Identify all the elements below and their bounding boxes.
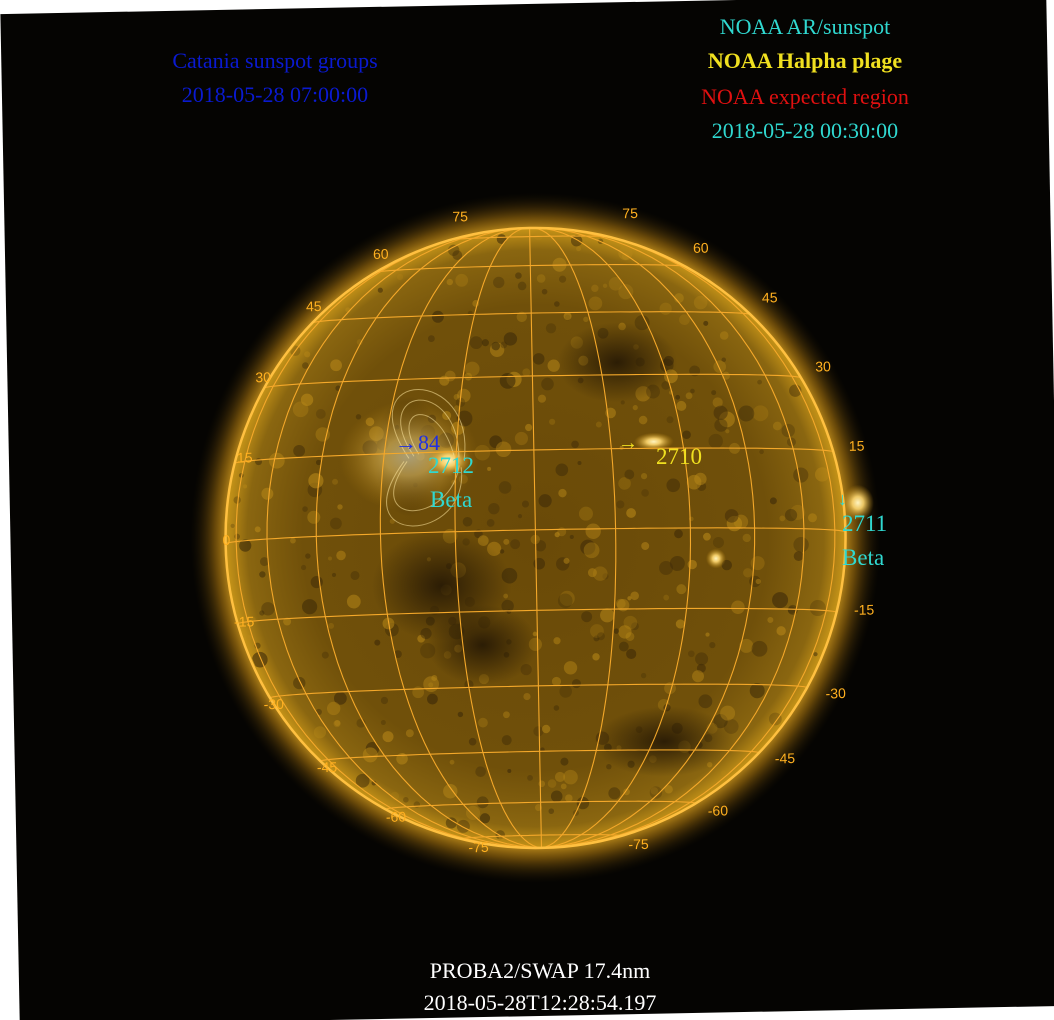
svg-text:60: 60 <box>373 246 389 262</box>
active-region-2711 <box>841 484 874 521</box>
svg-text:30: 30 <box>255 369 271 385</box>
noaa-legend-datetime: 2018-05-28 00:30:00 <box>711 118 899 143</box>
noaa-expected-region-label: NOAA expected region <box>701 84 909 109</box>
region-2712-number: 2712 <box>428 453 474 478</box>
noaa-halpha-plage-label: NOAA Halpha plage <box>707 48 903 73</box>
svg-text:-60: -60 <box>708 802 729 818</box>
catania-group-label: 84 <box>418 430 440 455</box>
active-region-2710 <box>633 432 674 451</box>
observation-timestamp: 2018-05-28T12:28:54.197 <box>423 990 657 1015</box>
region-2710-number: 2710 <box>656 444 702 469</box>
noaa-ar-sunspot-label: NOAA AR/sunspot <box>719 14 891 39</box>
svg-text:-15: -15 <box>234 613 255 629</box>
active-region-loops <box>338 401 479 512</box>
svg-text:75: 75 <box>452 208 468 224</box>
svg-text:-30: -30 <box>264 696 285 712</box>
svg-text:-45: -45 <box>775 750 796 766</box>
plage-2710-arrow: → <box>618 432 638 454</box>
svg-text:-60: -60 <box>386 808 407 824</box>
region-2711-class: Beta <box>842 545 885 570</box>
solar-limb <box>224 226 847 850</box>
svg-text:-15: -15 <box>854 601 875 617</box>
svg-text:-75: -75 <box>468 839 489 855</box>
catania-legend-title: Catania sunspot groups <box>172 48 378 73</box>
svg-text:0: 0 <box>222 532 230 548</box>
bright-point <box>705 548 726 569</box>
region-2711-arrow: ↓ <box>838 489 847 509</box>
svg-text:-30: -30 <box>825 685 846 701</box>
svg-text:60: 60 <box>693 240 709 256</box>
region-2712-class: Beta <box>430 487 473 512</box>
region-2711-number: 2711 <box>842 511 888 536</box>
catania-group-arrow: → <box>395 430 417 455</box>
svg-text:45: 45 <box>306 298 322 314</box>
svg-text:15: 15 <box>849 438 865 454</box>
instrument-label: PROBA2/SWAP 17.4nm <box>429 958 651 983</box>
grid-labels: 75 60 45 30 15 0 -15 -30 -45 -60 -75 75 60 45 30 15 -15 -… <box>222 205 875 855</box>
svg-text:45: 45 <box>762 289 778 305</box>
svg-text:15: 15 <box>237 449 253 465</box>
coronal-loops <box>386 389 466 527</box>
catania-legend-datetime: 2018-05-28 07:00:00 <box>181 82 369 107</box>
svg-text:-45: -45 <box>317 759 338 775</box>
svg-text:75: 75 <box>622 205 638 221</box>
svg-text:30: 30 <box>815 358 831 374</box>
svg-text:-75: -75 <box>628 836 649 852</box>
